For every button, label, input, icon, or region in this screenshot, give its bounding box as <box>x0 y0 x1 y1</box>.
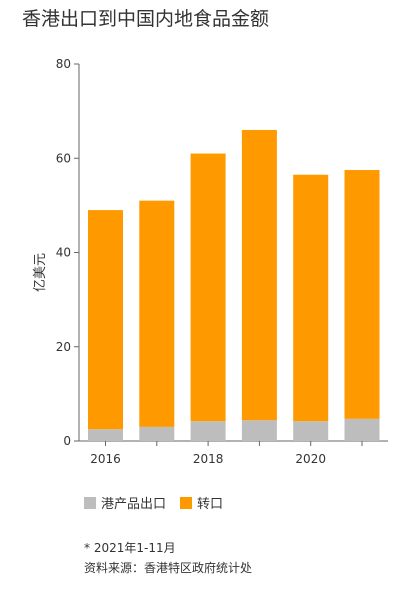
x-tick-label: 2018 <box>193 452 224 466</box>
bar-chart: 0 20 40 60 80 亿美元 2016 2018 2020 <box>33 57 388 466</box>
y-tick-label: 0 <box>63 434 71 448</box>
bar-2016-local-export <box>88 429 123 441</box>
bar-2017-local-export <box>139 426 175 441</box>
y-tick-label: 80 <box>56 57 71 71</box>
bar-2020-re-export <box>293 174 329 422</box>
legend-item-local-export: 港产品出口 <box>84 493 166 512</box>
bar-2019-re-export <box>241 129 277 421</box>
chart-title: 香港出口到中国内地食品金额 <box>22 8 270 30</box>
bar-2020-local-export <box>293 421 329 441</box>
x-tick-label: 2020 <box>295 452 326 466</box>
footnote: * 2021年1-11月 <box>84 541 176 555</box>
legend-swatch-re-export <box>180 496 193 509</box>
source-note: 资料来源：香港特区政府统计处 <box>84 561 253 575</box>
legend: 港产品出口 转口 <box>84 493 237 512</box>
bar-2021-re-export <box>344 170 380 419</box>
legend-swatch-local-export <box>84 496 96 509</box>
y-tick-label: 20 <box>56 340 71 354</box>
x-tick-label: 2016 <box>90 452 121 466</box>
bar-2018-re-export <box>190 153 226 422</box>
bar-2018-local-export <box>190 421 226 441</box>
legend-item-re-export: 转口 <box>180 493 223 512</box>
legend-label-re-export: 转口 <box>197 497 224 512</box>
bar-2021-local-export <box>344 418 380 441</box>
bar-2016-re-export <box>88 210 123 430</box>
legend-label-local-export: 港产品出口 <box>101 497 167 512</box>
y-tick-label: 60 <box>56 151 71 165</box>
y-tick-label: 40 <box>56 246 71 260</box>
bar-2019-local-export <box>241 420 277 441</box>
bar-2017-re-export <box>139 200 175 427</box>
y-axis-label: 亿美元 <box>33 253 48 292</box>
